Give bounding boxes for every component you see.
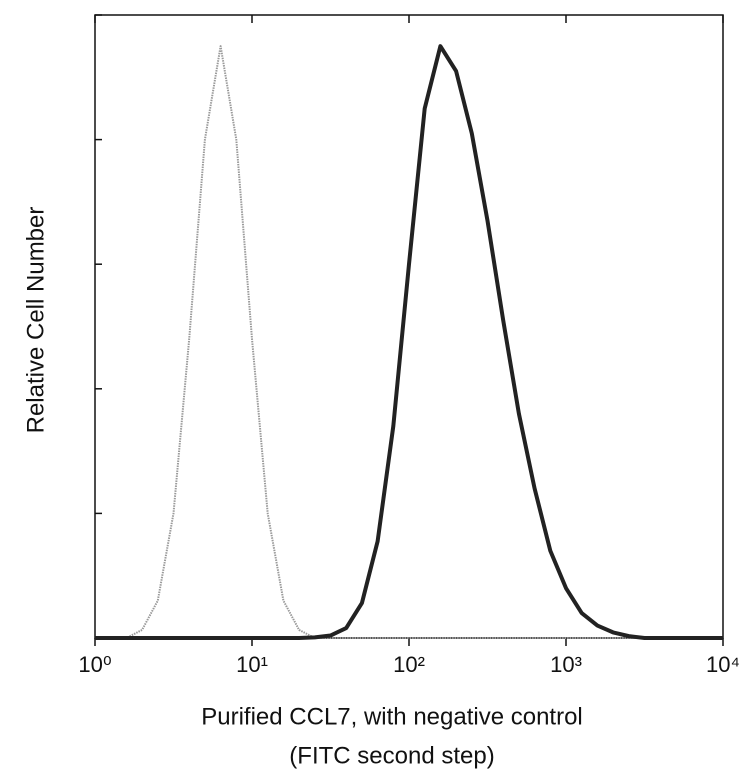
x-tick-label: 10¹ — [236, 652, 268, 677]
x-tick-label: 10³ — [550, 652, 582, 677]
x-axis-title: Purified CCL7, with negative control — [201, 703, 583, 730]
x-axis-title: (FITC second step) — [289, 742, 494, 769]
x-tick-label: 10² — [393, 652, 425, 677]
x-tick-label: 10⁴ — [706, 652, 739, 677]
series-line — [95, 44, 723, 640]
series-line — [95, 45, 723, 639]
x-tick-label: 10⁰ — [78, 652, 111, 677]
y-axis-title: Relative Cell Number — [22, 207, 49, 434]
